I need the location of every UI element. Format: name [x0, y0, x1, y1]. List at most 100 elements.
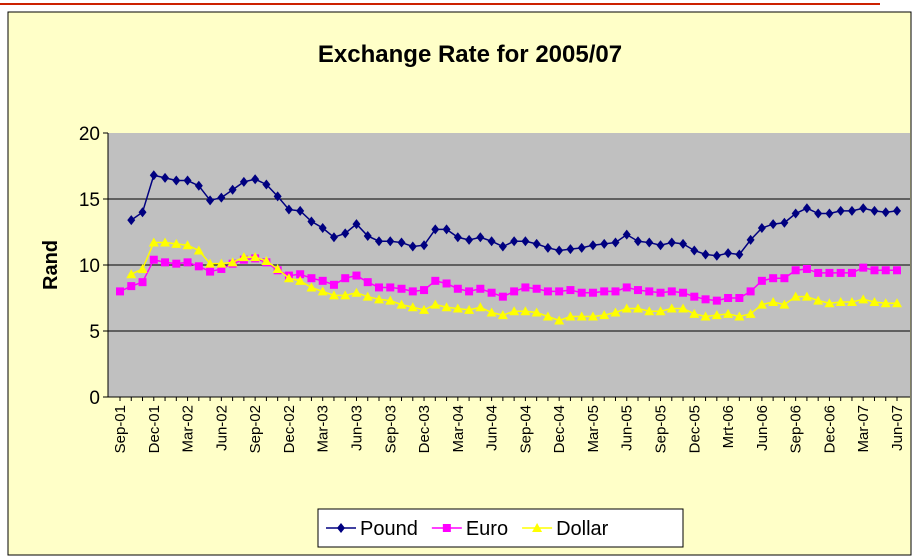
- series-marker: [825, 208, 834, 219]
- series-marker: [621, 303, 632, 313]
- series-marker: [126, 269, 137, 279]
- series-marker: [543, 242, 552, 253]
- series-marker: [521, 236, 530, 247]
- series-marker: [746, 287, 755, 296]
- series-marker: [397, 237, 406, 248]
- series-marker: [711, 310, 722, 320]
- x-tick-label: Jun-06: [754, 405, 771, 451]
- series-marker: [476, 284, 485, 293]
- series-marker: [420, 240, 429, 251]
- series-marker: [520, 306, 531, 316]
- y-tick-label: 15: [79, 190, 100, 211]
- series-marker: [532, 238, 541, 249]
- x-tick-label: Jun-03: [348, 405, 365, 451]
- series-marker: [363, 278, 372, 287]
- x-tick-label: Sep-06: [788, 405, 805, 453]
- series-marker: [667, 237, 676, 248]
- series-marker: [780, 217, 789, 228]
- series-marker: [386, 283, 395, 292]
- series-marker: [453, 232, 462, 243]
- x-tick-label: Sep-02: [247, 405, 264, 453]
- series-marker: [251, 174, 260, 185]
- y-axis-label: Rand: [40, 240, 62, 290]
- series-marker: [802, 264, 811, 273]
- series-marker: [441, 302, 452, 312]
- series-marker: [407, 302, 418, 312]
- series-marker: [453, 284, 462, 293]
- series-marker: [487, 236, 496, 247]
- series-marker: [666, 303, 677, 313]
- series-marker: [261, 256, 272, 266]
- series-marker: [452, 303, 463, 313]
- series-marker: [600, 287, 609, 296]
- series-marker: [476, 232, 485, 243]
- series-marker: [217, 192, 226, 203]
- series-marker: [487, 288, 496, 297]
- y-tick-label: 20: [79, 124, 100, 145]
- series-marker: [182, 240, 193, 250]
- series-marker: [295, 275, 306, 285]
- series-marker: [667, 287, 676, 296]
- series-marker: [690, 245, 699, 256]
- series-marker: [847, 205, 856, 216]
- series-marker: [779, 299, 790, 309]
- series-marker: [296, 205, 305, 216]
- x-tick-label: Sep-03: [382, 405, 399, 453]
- series-marker: [634, 236, 642, 247]
- series-marker: [757, 276, 766, 285]
- x-tick-label: Jun-04: [484, 405, 501, 451]
- series-marker: [352, 271, 361, 280]
- series-marker: [881, 207, 890, 218]
- series-marker: [577, 288, 586, 297]
- x-tick-label: Jun-02: [213, 405, 230, 451]
- series-marker: [497, 310, 508, 320]
- series-marker: [835, 296, 846, 306]
- series-marker: [420, 286, 429, 295]
- series-marker: [363, 230, 372, 241]
- y-tick-label: 5: [89, 322, 100, 343]
- series-marker: [510, 236, 519, 247]
- series-marker: [419, 304, 430, 314]
- series-marker: [768, 296, 779, 306]
- series-marker: [780, 274, 789, 283]
- series-marker: [622, 283, 631, 292]
- series-marker: [790, 291, 801, 301]
- series-marker: [161, 172, 170, 183]
- series-marker: [859, 263, 868, 272]
- series-marker: [171, 238, 182, 248]
- series-marker: [137, 263, 148, 273]
- series-marker: [116, 287, 124, 296]
- series-marker: [769, 219, 778, 230]
- series-marker: [149, 170, 158, 181]
- series-marker: [847, 268, 856, 277]
- series-marker: [791, 208, 800, 219]
- series-marker: [836, 205, 845, 216]
- series-marker: [521, 283, 530, 292]
- series-marker: [689, 308, 700, 318]
- series-marker: [542, 311, 553, 321]
- x-tick-label: Dec-04: [551, 405, 568, 453]
- series-marker: [206, 267, 215, 276]
- series-marker: [724, 294, 733, 302]
- series-marker: [712, 296, 721, 305]
- series-marker: [701, 249, 710, 260]
- series-marker: [430, 299, 441, 309]
- series-marker: [814, 268, 823, 277]
- series-marker: [284, 204, 293, 215]
- legend-label: Dollar: [556, 518, 609, 540]
- series-line: [119, 257, 897, 302]
- series-marker: [893, 266, 901, 275]
- series-marker: [645, 237, 654, 248]
- series-marker: [655, 306, 666, 316]
- series-marker: [272, 263, 283, 273]
- series-marker: [611, 287, 620, 296]
- series-marker: [329, 232, 338, 243]
- legend-label: Pound: [360, 518, 418, 540]
- series-marker: [813, 295, 824, 305]
- series-marker: [880, 298, 891, 308]
- series-marker: [599, 310, 610, 320]
- series-marker: [397, 284, 406, 293]
- series-marker: [375, 283, 383, 292]
- x-tick-label: Mar-03: [315, 405, 332, 453]
- x-tick-label: Mar-02: [180, 405, 197, 453]
